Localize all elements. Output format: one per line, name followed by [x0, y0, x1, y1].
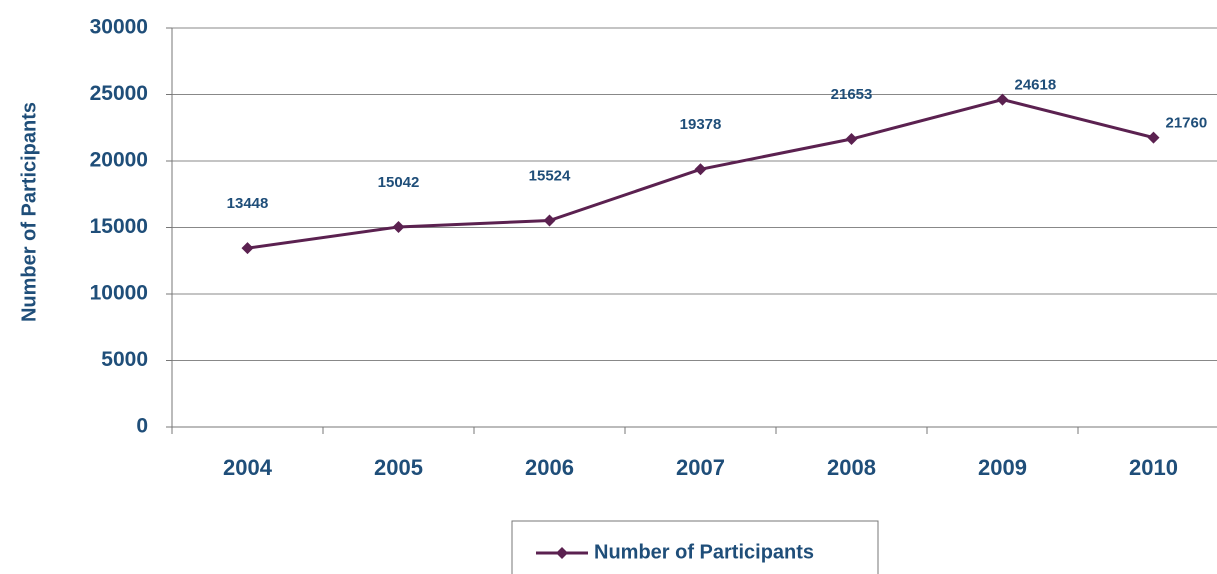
marker	[694, 163, 707, 176]
x-tick-label: 2010	[1129, 455, 1178, 480]
y-axis-label: Number of Participants	[18, 102, 40, 322]
x-tick-label: 2008	[827, 455, 876, 480]
data-label: 21653	[831, 86, 873, 103]
marker	[845, 133, 858, 146]
x-tick-label: 2007	[676, 455, 725, 480]
y-tick-label: 15000	[90, 215, 148, 238]
y-tick-label: 5000	[101, 348, 148, 371]
data-label: 21760	[1166, 115, 1208, 132]
y-tick-label: 25000	[90, 82, 148, 105]
legend-label: Number of Participants	[594, 541, 814, 563]
data-label: 13448	[227, 195, 269, 212]
data-label: 24618	[1015, 77, 1057, 94]
x-tick-label: 2005	[374, 455, 423, 480]
x-tick-label: 2009	[978, 455, 1027, 480]
marker	[543, 214, 556, 227]
data-label: 19378	[680, 116, 722, 133]
legend-marker	[556, 547, 568, 559]
legend-box	[511, 520, 879, 574]
data-label: 15524	[529, 167, 571, 184]
marker	[392, 220, 405, 233]
y-tick-label: 10000	[90, 282, 148, 305]
x-tick-label: 2004	[223, 455, 273, 480]
y-tick-label: 30000	[90, 16, 148, 39]
y-tick-label: 20000	[90, 149, 148, 172]
marker	[996, 93, 1009, 106]
marker	[1147, 131, 1160, 144]
x-tick-label: 2006	[525, 455, 574, 480]
data-label: 15042	[378, 174, 420, 191]
y-tick-label: 0	[136, 415, 148, 438]
marker	[241, 242, 254, 255]
